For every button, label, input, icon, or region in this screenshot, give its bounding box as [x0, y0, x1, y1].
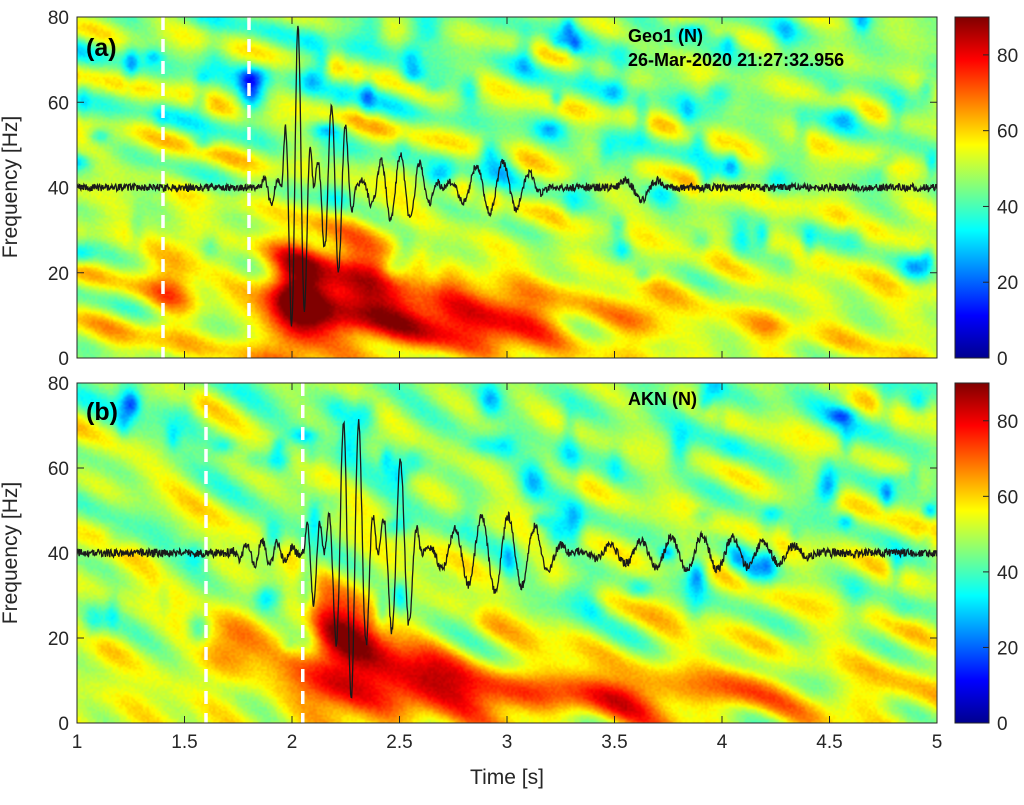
x-tick-label-8: 5: [932, 732, 943, 753]
x-tick-label-6: 4: [717, 732, 728, 753]
x-tick-label-3: 2.5: [386, 732, 412, 753]
colorbar-tick-label-b-1: 20: [997, 638, 1018, 659]
x-tick-label-4: 3: [502, 732, 513, 753]
panel-label-a: (a): [86, 34, 117, 62]
y-tick-label-b-4: 80: [48, 374, 69, 395]
y-axis-a: 0 20 40 60 80: [48, 8, 937, 370]
y-tick-label-b-2: 40: [48, 544, 69, 565]
y-tick-label-b-3: 60: [48, 459, 69, 480]
waveform-trace-a: [77, 25, 937, 327]
panel-label-b: (b): [86, 398, 118, 426]
panel-a: 0 20 40 60 80 Frequency [Hz] (a) Geo1 (N) 26…: [0, 8, 1018, 370]
colorbar-tick-label-a-4: 80: [997, 46, 1018, 67]
colorbar-b: [954, 382, 990, 724]
y-axis-label-a: Frequency [Hz]: [0, 116, 22, 258]
colorbar-tick-label-a-3: 60: [997, 122, 1018, 143]
y-tick-label-b-0: 0: [58, 714, 69, 735]
x-tick-label-7: 4.5: [816, 732, 842, 753]
colorbar-tick-label-b-2: 40: [997, 563, 1018, 584]
y-tick-label-b-1: 20: [48, 629, 69, 650]
y-tick-label-a-4: 80: [48, 8, 69, 29]
colorbar-tick-label-a-2: 40: [997, 197, 1018, 218]
x-tick-label-5: 3.5: [601, 732, 627, 753]
timestamp-label: 26-Mar-2020 21:27:32.956: [628, 50, 844, 70]
waveform-trace-b: [77, 419, 937, 699]
pick-markers-a: [161, 17, 251, 358]
y-tick-label-a-1: 20: [48, 264, 69, 285]
colorbar-tick-label-a-1: 20: [997, 273, 1018, 294]
colorbar-ticks-b: 0 20 40 60 80: [983, 412, 1018, 735]
x-tick-label-2: 2: [287, 732, 298, 753]
colorbar-tick-label-b-3: 60: [997, 487, 1018, 508]
colorbar-a: [954, 16, 990, 359]
x-tick-label-1: 1.5: [171, 732, 197, 753]
y-tick-label-a-0: 0: [58, 349, 69, 370]
colorbar-tick-label-b-0: 0: [997, 714, 1008, 735]
x-axis-label: Time [s]: [470, 766, 544, 789]
y-axis-b: 0 20 40 60 80: [48, 374, 937, 735]
colorbar-ticks-a: 0 20 40 60 80: [983, 46, 1018, 370]
y-tick-label-a-3: 60: [48, 93, 69, 114]
x-tick-label-0: 1: [72, 732, 83, 753]
colorbar-tick-label-a-0: 0: [997, 349, 1008, 370]
y-axis-label-b: Frequency [Hz]: [0, 482, 22, 624]
panel-b: 0 20 40 60 80 1 1.5 2 2.5 3 3.5 4 4.5 5 Frequency [H…: [0, 374, 1018, 789]
y-tick-label-a-2: 40: [48, 179, 69, 200]
station-label-a: Geo1 (N): [628, 26, 703, 46]
x-axis-b: 1 1.5 2 2.5 3 3.5 4 4.5 5: [72, 732, 943, 753]
station-label-b: AKN (N): [628, 389, 697, 409]
pick-markers-b: [204, 383, 305, 723]
colorbar-tick-label-b-4: 80: [997, 412, 1018, 433]
